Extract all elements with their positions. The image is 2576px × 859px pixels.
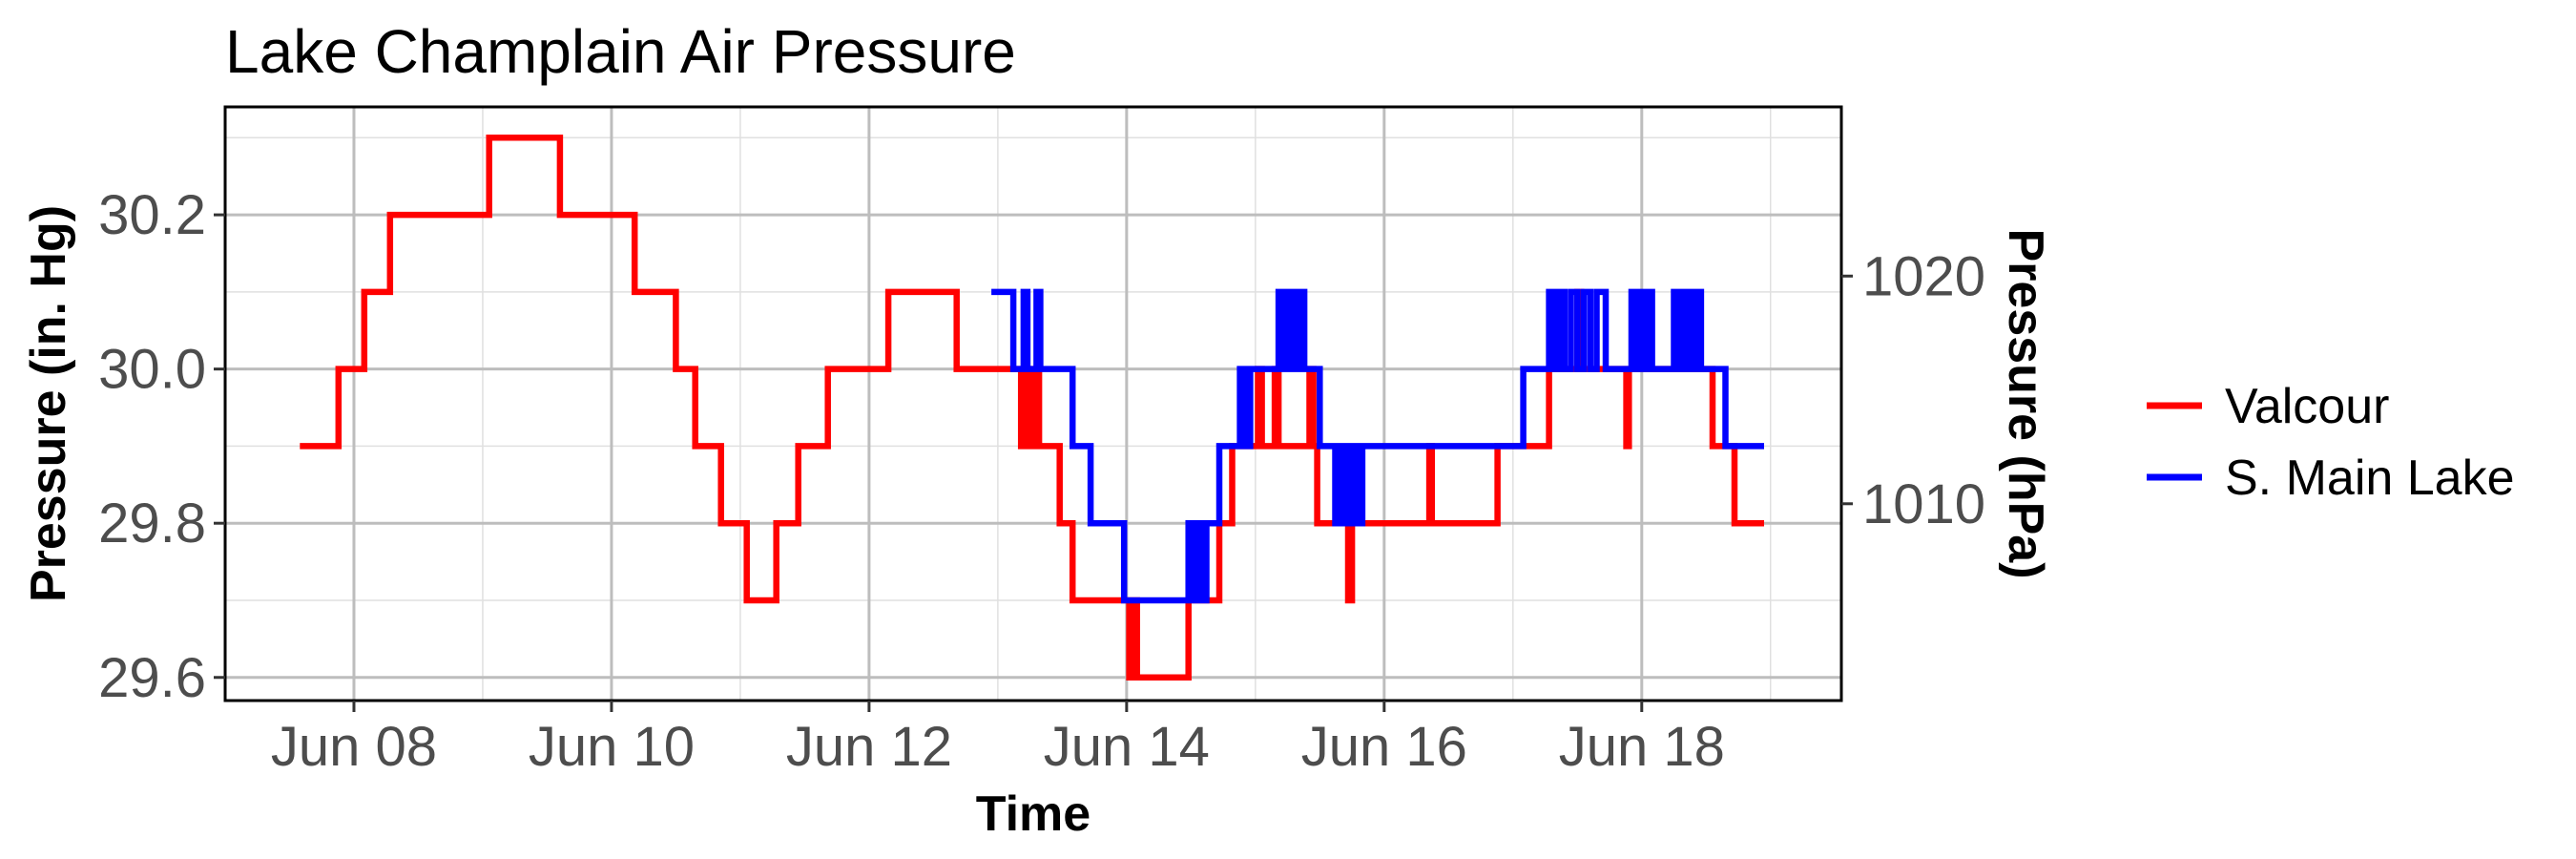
x-tick-label: Jun 16 [1301,716,1467,778]
y-tick-label: 30.2 [98,184,206,246]
x-axis-title: Time [976,786,1091,842]
y-tick-label: 30.0 [98,339,206,401]
legend: Valcour S. Main Lake [2147,379,2515,506]
x-axis: Jun 08 Jun 10 Jun 12 Jun 14 Jun 16 Jun 18 [271,701,1725,778]
y-axis-left: 29.6 29.8 30.0 30.2 [98,184,225,709]
y-axis-title-left: Pressure (in. Hg) [21,205,76,602]
y2-tick-label: 1020 [1862,245,1985,307]
y-axis-title-right: Pressure (hPa) [1998,228,2053,578]
chart-title: Lake Champlain Air Pressure [225,17,1016,86]
y-tick-label: 29.6 [98,647,206,709]
plot-panel [223,105,1843,702]
y2-tick-label: 1010 [1862,473,1985,535]
x-tick-label: Jun 14 [1044,716,1210,778]
y-tick-label: 29.8 [98,492,206,555]
x-tick-label: Jun 18 [1559,716,1725,778]
series-layer [300,135,1764,681]
legend-label: S. Main Lake [2225,450,2515,506]
y-axis-right: 1010 1020 [1841,245,1985,535]
series-line-s-main-lake [991,288,1764,604]
x-tick-label: Jun 10 [529,716,695,778]
x-tick-label: Jun 08 [271,716,437,778]
x-tick-label: Jun 12 [786,716,952,778]
series-line-valcour [300,135,1764,681]
legend-label: Valcour [2225,379,2389,434]
